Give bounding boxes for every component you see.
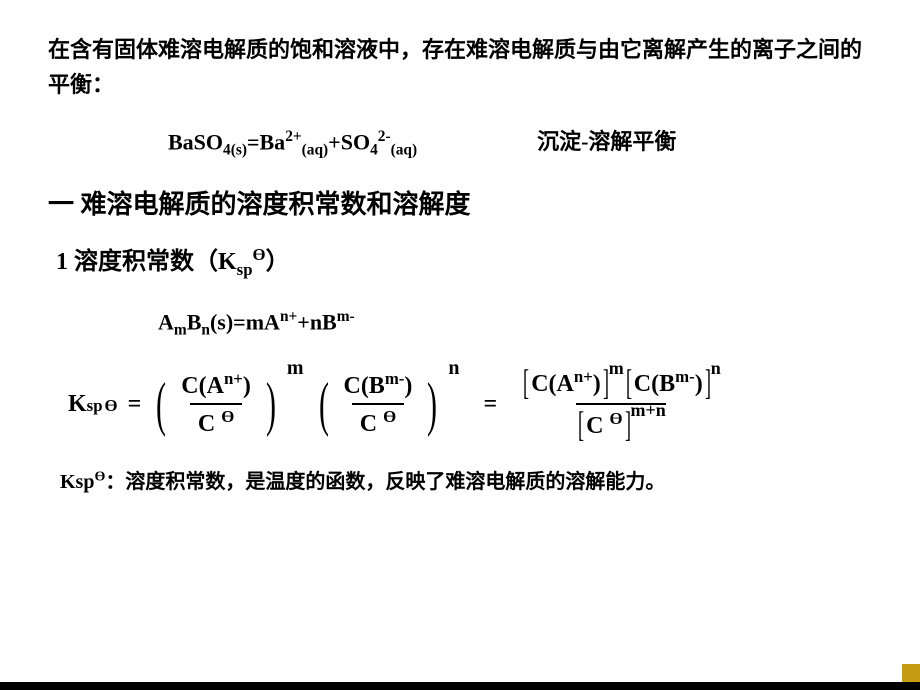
bracket-l: (	[318, 374, 328, 434]
ksp-lhs: KspӨ	[68, 391, 118, 418]
ksp-formula: KspӨ = ( C(An+) C Ө ) m ( C(Bm-) C Ө ) n…	[68, 365, 872, 443]
bracket-r: )	[427, 374, 437, 434]
rhs-num-b-body: C(Bm-)	[634, 367, 703, 399]
term-1-pow: m	[287, 357, 304, 380]
rhs-num-b: [C(Bm-)]n	[624, 365, 721, 401]
bracket-r: )	[266, 374, 276, 434]
heading-2-sub: sp	[237, 260, 253, 279]
term-1-num: C(An+)	[177, 369, 255, 403]
rhs-num-a-pow: m	[609, 358, 624, 380]
eq-sign-2: =	[484, 391, 498, 418]
rhs-num-a-body: C(An+)	[531, 367, 601, 399]
rhs-fraction: [C(An+)]m [C(Bm-)]n [C Ө]m+n	[521, 365, 721, 443]
bracket-l: (	[156, 374, 166, 434]
term-2-num: C(Bm-)	[339, 369, 416, 403]
ksp-K: K	[68, 391, 87, 418]
term-2-den: C Ө	[352, 403, 404, 439]
heading-2-prefix: 1 溶度积常数（	[56, 249, 218, 275]
term-1: ( C(An+) C Ө )	[151, 369, 281, 439]
equation-1: BaSO4(s)=Ba2+(aq)+SO42-(aq)	[168, 128, 417, 160]
equation-1-row: BaSO4(s)=Ba2+(aq)+SO42-(aq) 沉淀-溶解平衡	[168, 124, 872, 159]
rhs-num-b-pow: n	[711, 358, 721, 380]
equation-2: AmBn(s)=mAn++nBm-	[158, 308, 872, 340]
ksp-caption: KspӨ：溶度积常数，是温度的函数，反映了难溶电解质的溶解能力。	[60, 465, 872, 494]
term-1-den: C Ө	[190, 403, 242, 439]
term-2-pow: n	[448, 357, 459, 380]
heading-2-suffix: ）	[266, 249, 290, 275]
caption-text: ：溶度积常数，是温度的函数，反映了难溶电解质的溶解能力。	[105, 471, 665, 493]
ksp-sub: sp	[87, 396, 103, 416]
intro-text: 在含有固体难溶电解质的饱和溶液中，存在难溶电解质与由它离解产生的离子之间的平衡：	[48, 32, 872, 102]
heading-1: 一 难溶电解质的溶度积常数和溶解度	[48, 184, 872, 221]
heading-2-symbol: K	[218, 249, 237, 275]
ksp-theta: Ө	[105, 396, 118, 416]
equation-1-label: 沉淀-溶解平衡	[537, 124, 676, 156]
caption-theta: Ө	[94, 470, 105, 485]
caption-sym: Ksp	[60, 471, 94, 493]
rhs-den-pow: m+n	[631, 400, 666, 422]
heading-2: 1 溶度积常数（KspӨ）	[56, 241, 872, 280]
rhs-num-a: [C(An+)]m	[521, 365, 624, 401]
rhs-den-body: C Ө	[586, 409, 622, 441]
term-2: ( C(Bm-) C Ө )	[314, 369, 443, 439]
corner-accent	[902, 664, 920, 682]
heading-2-sup: Ө	[253, 245, 266, 264]
eq-sign-1: =	[128, 391, 142, 418]
rhs-den: [C Ө]m+n	[576, 407, 666, 443]
slide: 在含有固体难溶电解质的饱和溶液中，存在难溶电解质与由它离解产生的离子之间的平衡：…	[0, 0, 920, 690]
